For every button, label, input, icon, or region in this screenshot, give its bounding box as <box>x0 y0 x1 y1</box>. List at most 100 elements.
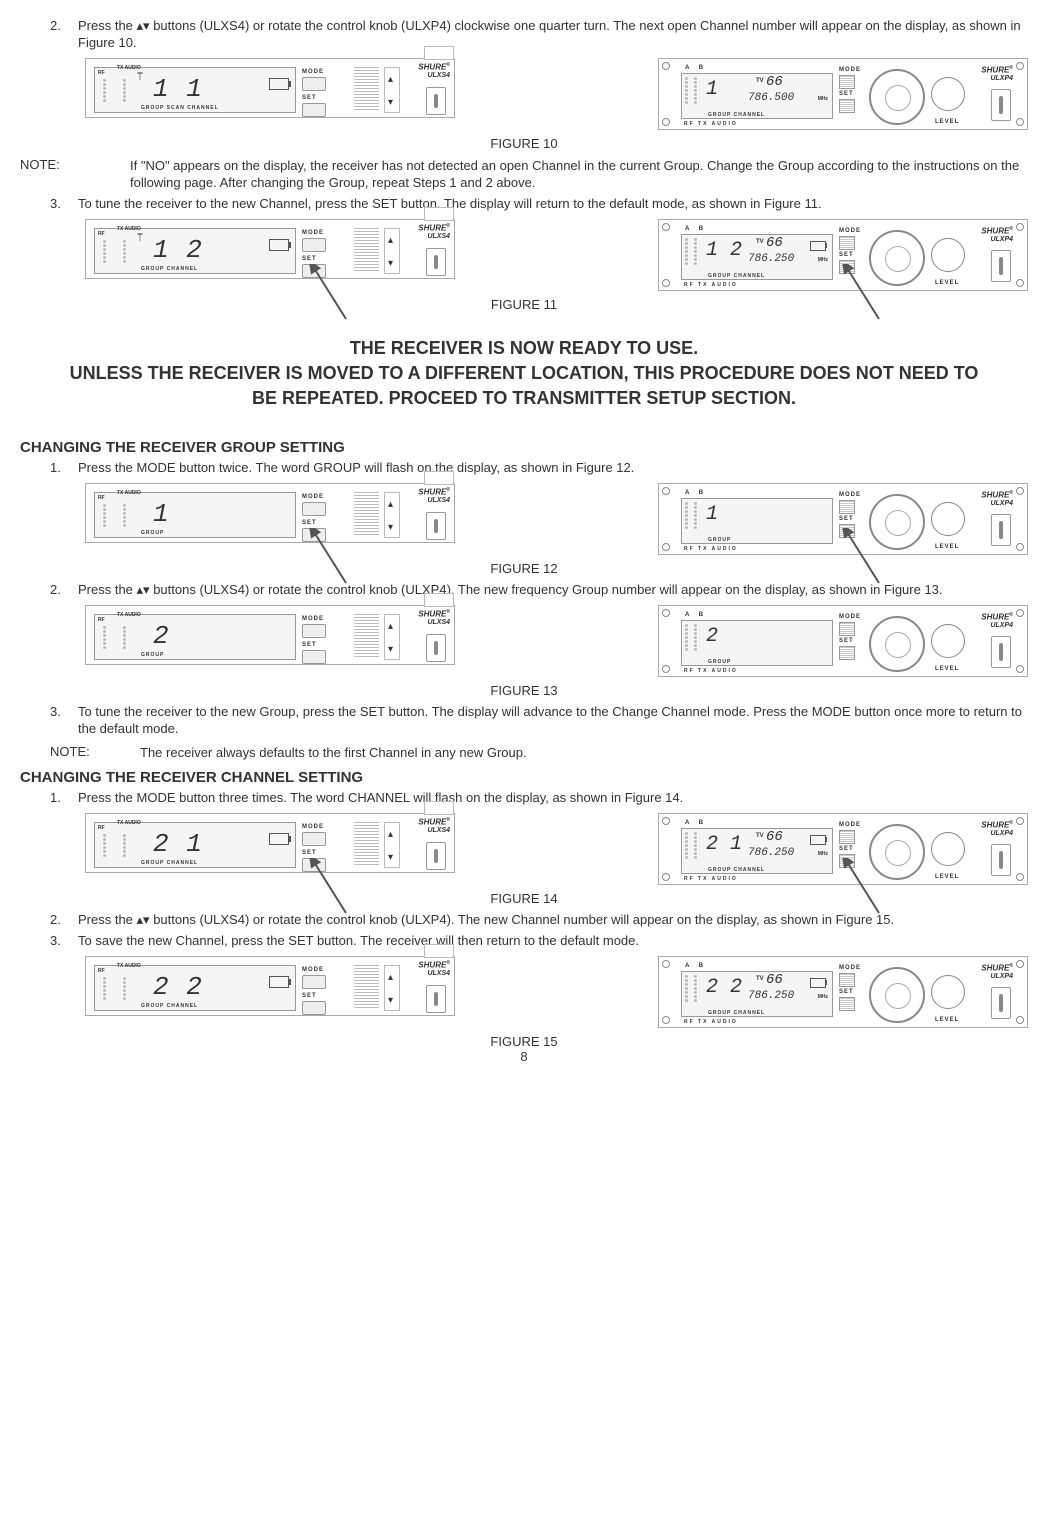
level-knob[interactable] <box>931 77 965 111</box>
note-1: NOTE: If "NO" appears on the display, th… <box>20 157 1028 192</box>
ulxp4-panel: A B 1 TV66 786.500MHz GROUP CHANNEL RF T… <box>658 58 1028 130</box>
pointer-arrow-icon <box>829 528 889 588</box>
mode-button[interactable] <box>839 622 855 636</box>
mode-button[interactable] <box>839 500 855 514</box>
figure-10-ulxp4: A B 1 TV66 786.500MHz GROUP CHANNEL RF T… <box>658 58 1028 130</box>
ulxp4-display: A B 2 2 TV66 786.250MHz GROUP CHANNEL RF… <box>681 971 833 1017</box>
pointer-arrow-icon <box>296 264 356 324</box>
pointer-arrow-icon <box>296 858 356 918</box>
figure-10-ulxs4: RF TX AUDIO ⟙ 1 1 GROUP SCAN CHANNEL MOD… <box>20 58 455 130</box>
ulxp4-panel: A B 1 GROUP RF TX AUDIO MODE SET LEVEL S… <box>658 483 1028 555</box>
ulxp4-panel: A B 1 2 TV66 786.250MHz GROUP CHANNEL RF… <box>658 219 1028 291</box>
ulxs4-panel: RF TX AUDIO 1 GROUP MODE SET ▴▾ SHURE® U… <box>85 483 455 543</box>
step-text: Press the MODE button three times. The w… <box>78 790 1028 807</box>
set-button[interactable] <box>302 103 326 117</box>
control-knob[interactable] <box>869 69 925 125</box>
ulxs4-display: RF TX AUDIO ⟙ 1 2 GROUP CHANNEL <box>94 228 296 274</box>
power-switch[interactable] <box>426 842 446 870</box>
ulxp4-panel: A B 2 GROUP RF TX AUDIO MODE SET LEVEL S… <box>658 605 1028 677</box>
step-text: To tune the receiver to the new Group, p… <box>78 704 1028 738</box>
power-switch[interactable] <box>991 89 1011 121</box>
ulxs4-panel: RF TX AUDIO 2 GROUP MODE SET ▴▾ SHURE® U… <box>85 605 455 665</box>
updown-buttons[interactable]: ▴▾ <box>384 228 400 274</box>
figure-12-ulxs4: RF TX AUDIO 1 GROUP MODE SET ▴▾ SHURE® U… <box>20 483 455 555</box>
figure-13-caption: FIGURE 13 <box>20 683 1028 698</box>
control-knob[interactable] <box>869 967 925 1023</box>
power-switch[interactable] <box>426 248 446 276</box>
ulxs4-display: RF TX AUDIO 2 2 GROUP CHANNEL <box>94 965 296 1011</box>
note-text: If "NO" appears on the display, the rece… <box>130 157 1028 192</box>
figure-15-ulxs4: RF TX AUDIO 2 2 GROUP CHANNEL MODE SET ▴… <box>20 956 455 1028</box>
ulxs4-display: RF TX AUDIO 2 1 GROUP CHANNEL <box>94 822 296 868</box>
channel-step-1: 1. Press the MODE button three times. Th… <box>50 790 1028 807</box>
power-switch[interactable] <box>426 87 446 115</box>
ulxs4-display: RF TX AUDIO 1 GROUP <box>94 492 296 538</box>
updown-buttons[interactable]: ▴▾ <box>384 67 400 113</box>
figure-13-ulxp4: A B 2 GROUP RF TX AUDIO MODE SET LEVEL S… <box>658 605 1028 677</box>
level-knob[interactable] <box>931 502 965 536</box>
figure-10-row: RF TX AUDIO ⟙ 1 1 GROUP SCAN CHANNEL MOD… <box>20 58 1028 130</box>
step-num: 2. <box>50 18 78 52</box>
set-button[interactable] <box>839 646 855 660</box>
ulxp4-panel: A B 2 2 TV66 786.250MHz GROUP CHANNEL RF… <box>658 956 1028 1028</box>
step-num: 2. <box>50 582 78 599</box>
power-switch[interactable] <box>991 987 1011 1019</box>
set-button[interactable] <box>302 1001 326 1015</box>
step-num: 1. <box>50 790 78 807</box>
set-button[interactable] <box>839 99 855 113</box>
updown-buttons[interactable]: ▴▾ <box>384 614 400 660</box>
updown-buttons[interactable]: ▴▾ <box>384 965 400 1011</box>
step-2: 2. Press the ▴▾ buttons (ULXS4) or rotat… <box>50 18 1028 52</box>
level-knob[interactable] <box>931 238 965 272</box>
updown-buttons[interactable]: ▴▾ <box>384 822 400 868</box>
mode-button[interactable] <box>302 975 326 989</box>
step-text: Press the MODE button twice. The word GR… <box>78 460 1028 477</box>
ulxp4-display: A B 1 TV66 786.500MHz GROUP CHANNEL RF T… <box>681 73 833 119</box>
figure-15-row: RF TX AUDIO 2 2 GROUP CHANNEL MODE SET ▴… <box>20 956 1028 1028</box>
power-switch[interactable] <box>426 985 446 1013</box>
updown-buttons[interactable]: ▴▾ <box>384 492 400 538</box>
power-switch[interactable] <box>991 636 1011 668</box>
figure-15-ulxp4: A B 2 2 TV66 786.250MHz GROUP CHANNEL RF… <box>658 956 1028 1028</box>
level-knob[interactable] <box>931 832 965 866</box>
ready-line-1: THE RECEIVER IS NOW READY TO USE. <box>60 336 988 361</box>
figure-14-ulxs4: RF TX AUDIO 2 1 GROUP CHANNEL MODE SET ▴… <box>20 813 455 885</box>
page-number: 8 <box>20 1049 1028 1064</box>
ulxp4-panel: A B 2 1 TV66 786.250MHz GROUP CHANNEL RF… <box>658 813 1028 885</box>
set-button[interactable] <box>302 650 326 664</box>
mode-button[interactable] <box>302 502 326 516</box>
control-knob[interactable] <box>869 616 925 672</box>
set-button[interactable] <box>839 997 855 1011</box>
mode-button[interactable] <box>839 830 855 844</box>
pointer-arrow-icon <box>829 858 889 918</box>
ulxs4-panel: RF TX AUDIO 2 2 GROUP CHANNEL MODE SET ▴… <box>85 956 455 1016</box>
power-switch[interactable] <box>991 514 1011 546</box>
note-text: The receiver always defaults to the firs… <box>140 744 1028 762</box>
ready-line-2: UNLESS THE RECEIVER IS MOVED TO A DIFFER… <box>60 361 988 411</box>
level-knob[interactable] <box>931 624 965 658</box>
figure-11-row: RF TX AUDIO ⟙ 1 2 GROUP CHANNEL MODE SET… <box>20 219 1028 291</box>
step-num: 3. <box>50 933 78 950</box>
power-switch[interactable] <box>426 634 446 662</box>
ulxp4-display: A B 1 2 TV66 786.250MHz GROUP CHANNEL RF… <box>681 234 833 280</box>
mode-button[interactable] <box>839 75 855 89</box>
ulxs4-panel: RF TX AUDIO ⟙ 1 1 GROUP SCAN CHANNEL MOD… <box>85 58 455 118</box>
power-switch[interactable] <box>426 512 446 540</box>
heading-channel: CHANGING THE RECEIVER CHANNEL SETTING <box>20 769 1028 786</box>
mode-button[interactable] <box>302 77 326 91</box>
level-knob[interactable] <box>931 975 965 1009</box>
mode-button[interactable] <box>302 624 326 638</box>
step-num: 1. <box>50 460 78 477</box>
pointer-arrow-icon <box>829 264 889 324</box>
pointer-arrow-icon <box>296 528 356 588</box>
mode-button[interactable] <box>302 832 326 846</box>
ulxp4-display: A B 2 GROUP RF TX AUDIO <box>681 620 833 666</box>
step-num: 3. <box>50 704 78 738</box>
power-switch[interactable] <box>991 250 1011 282</box>
mode-button[interactable] <box>302 238 326 252</box>
power-switch[interactable] <box>991 844 1011 876</box>
ulxp4-display: A B 2 1 TV66 786.250MHz GROUP CHANNEL RF… <box>681 828 833 874</box>
figure-10-caption: FIGURE 10 <box>20 136 1028 151</box>
mode-button[interactable] <box>839 236 855 250</box>
mode-button[interactable] <box>839 973 855 987</box>
